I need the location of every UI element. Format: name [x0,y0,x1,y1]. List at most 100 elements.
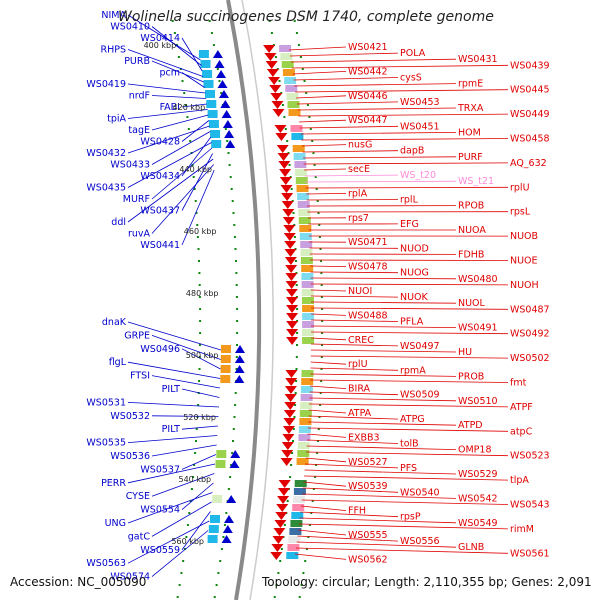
plus-strand-gene-label: WS0449 [510,109,550,120]
gc-content-block [301,273,314,280]
plus-strand-gene-arrow [284,257,297,265]
ring-dot [179,68,182,70]
gc-content-block [286,552,299,559]
ring-dot [281,104,284,106]
ring-dot [318,416,321,418]
gc-content-block [294,480,307,487]
ring-dot [312,152,315,154]
plus-strand-gene-label: PROB [458,371,484,382]
plus-strand-gene-leader [293,77,399,81]
plus-strand-gene-label: rps7 [348,213,369,224]
minus-strand-gene-label: WS0419 [86,79,126,90]
ring-dot [235,356,238,358]
ring-dot [273,596,276,598]
plus-strand-gene-leader [311,319,399,322]
minus-strand-gene-leader [151,114,209,131]
ring-dot [227,488,230,490]
minus-strand-gene-arrow [218,90,229,98]
gc-content-block [221,345,231,353]
plus-strand-gene-label: NUOH [510,280,539,291]
ring-dot [292,440,294,442]
gc-content-block [291,133,304,140]
plus-strand-gene-leader [311,325,457,328]
gc-content-block [206,100,217,108]
plus-strand-gene-arrow [281,442,294,450]
gc-content-block [220,375,231,383]
ring-dot [234,404,237,406]
plus-strand-gene-arrow [269,85,282,93]
ring-dot [320,284,323,286]
ring-dot [235,272,238,274]
plus-strand-gene-label: WS0491 [458,323,498,334]
accession-label: Accession: NC_005090 [10,575,147,589]
minus-strand-gene-label: WS0437 [140,206,180,217]
gc-content-block [216,450,227,458]
ring-dot [290,188,293,190]
ring-dot [196,236,199,238]
ring-dot [274,56,277,58]
plus-strand-gene-arrow [281,201,294,209]
gc-content-block [298,426,311,433]
plus-strand-gene-leader [305,463,399,469]
gc-content-block [297,193,310,200]
gc-content-block [284,77,297,84]
ring-dot [231,200,234,202]
gc-content-block [290,125,303,132]
ring-dot [194,200,197,202]
ring-dot [199,344,201,346]
ring-dot [313,164,316,166]
ring-dot [317,428,320,430]
gc-content-block [300,241,313,248]
plus-strand-gene-leader [296,541,457,548]
minus-strand-gene-arrow [234,375,245,383]
minus-strand-gene-arrow [221,535,232,543]
ring-dot [314,476,317,478]
minus-strand-gene-arrow [212,50,223,58]
gc-content-block [215,460,226,468]
plus-strand-gene-arrow [280,458,293,466]
plus-strand-gene-leader [303,481,347,487]
minus-strand-gene-leader [127,463,216,484]
ring-dot [223,524,226,526]
ring-dot [321,332,324,334]
ring-dot [270,32,273,34]
plus-strand-gene-label: WS0556 [400,536,440,547]
minus-strand-gene-label: WS0432 [86,148,126,159]
ring-dot [195,212,198,214]
gc-content-block [301,370,314,377]
ring-dot [294,392,297,394]
plus-strand-gene-arrow [281,450,294,458]
plus-strand-gene-arrow [273,528,286,536]
ring-dot [176,596,179,598]
minus-strand-gene-leader [181,425,218,430]
plus-strand-gene-label: NUOD [400,243,429,254]
ring-dot [278,80,281,82]
plus-strand-gene-label: rpsP [400,512,421,523]
ring-dot [198,284,201,286]
plus-strand-gene-leader [296,95,347,99]
gc-content-block [293,496,306,503]
minus-strand-gene-arrow [217,80,228,88]
plus-strand-gene-arrow [266,69,279,77]
ring-dot [220,548,223,550]
ring-dot [296,308,299,310]
plus-strand-gene-leader [295,547,509,554]
plus-strand-gene-arrow [272,536,285,544]
plus-strand-gene-arrow [282,434,295,442]
ring-dot [171,20,174,22]
ring-dot [283,116,286,118]
plus-strand-gene-leader [306,199,399,201]
minus-strand-gene-arrow [230,450,241,458]
plus-strand-gene-leader [289,52,399,57]
ring-dot [215,584,218,586]
minus-strand-gene-label: CYSE [126,491,150,502]
gc-content-block [292,145,305,152]
ring-dot [222,536,225,538]
ring-dot [295,368,298,370]
ring-dot [198,260,200,262]
gc-content-block [296,458,309,465]
ring-dot [315,464,318,466]
ring-dot [290,464,293,466]
gc-content-block [198,50,209,58]
plus-strand-gene-leader [308,409,347,414]
